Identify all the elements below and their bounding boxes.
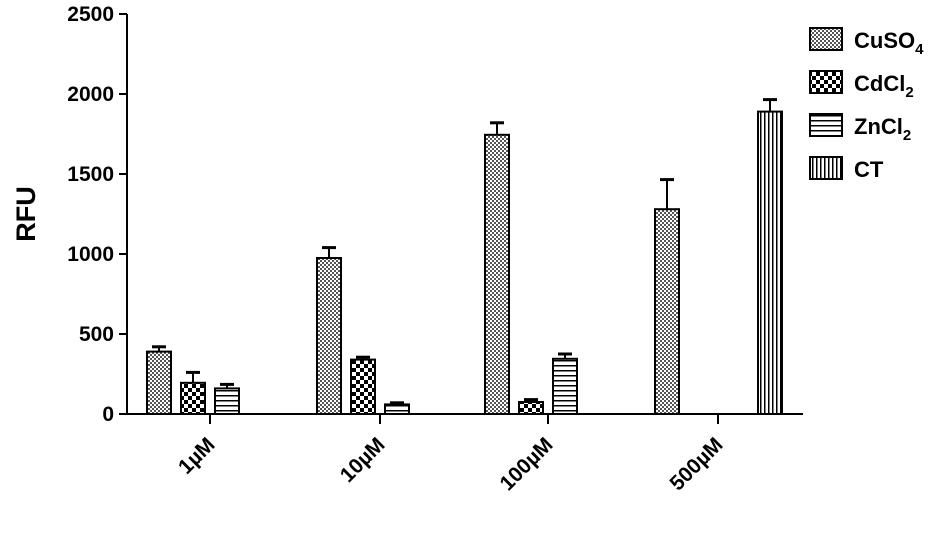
bar [518,401,544,415]
bar-group [484,121,510,416]
bar-group [146,345,172,416]
x-tick-label: 1µM [174,433,219,478]
legend-label: CuSO4 [854,28,924,58]
x-ticks: 1µM 10µM 100µM 500µM [174,414,728,495]
legend-item: CdCl2 [809,70,914,101]
bar-group [316,246,342,415]
y-tick-label: 2000 [67,83,114,106]
legend-swatch [809,27,843,51]
bar-group [757,98,783,415]
bar-group [518,398,544,415]
bar [316,257,342,415]
x-tick-label: 100µM [496,433,558,495]
legend-label: ZnCl2 [854,114,911,144]
y-tick-label: 0 [102,403,114,426]
bar-group [180,370,206,415]
legend-item: ZnCl2 [809,113,911,144]
y-tick-label: 1000 [67,243,114,266]
legend-item: CuSO4 [809,27,924,58]
legend-item: CT [809,156,884,182]
bars [146,98,783,416]
bar [180,381,206,415]
x-tick-label: 10µM [336,433,390,487]
bar-group [350,355,376,416]
legend-swatch [809,156,843,180]
y-tick-label: 2500 [67,3,114,26]
bar [146,350,172,416]
bar [384,403,410,415]
y-tick-label: 1500 [67,163,114,186]
bar [552,357,578,415]
legend-label: CdCl2 [854,71,914,101]
legend: CuSO4 CdCl2 ZnCl2 CT [809,27,924,182]
y-axis-label: RFU [11,186,41,242]
x-tick-label: 500µM [666,433,728,495]
y-ticks: 0 500 1000 1500 2000 2500 [67,3,127,426]
legend-label: CT [854,157,884,182]
x-axis: 1µM 10µM 100µM 500µM [127,413,803,495]
bar-group [654,178,680,415]
y-axis: 0 500 1000 1500 2000 2500 [67,3,128,426]
legend-swatch [809,70,843,94]
y-tick-label: 500 [79,323,114,346]
bar [654,208,680,415]
bar [757,110,783,415]
bar [214,387,240,415]
bar-group [552,352,578,415]
bar [350,358,376,416]
bar-group [214,382,240,415]
legend-swatch [809,113,843,137]
bar-group [384,401,410,415]
bar [484,133,510,416]
